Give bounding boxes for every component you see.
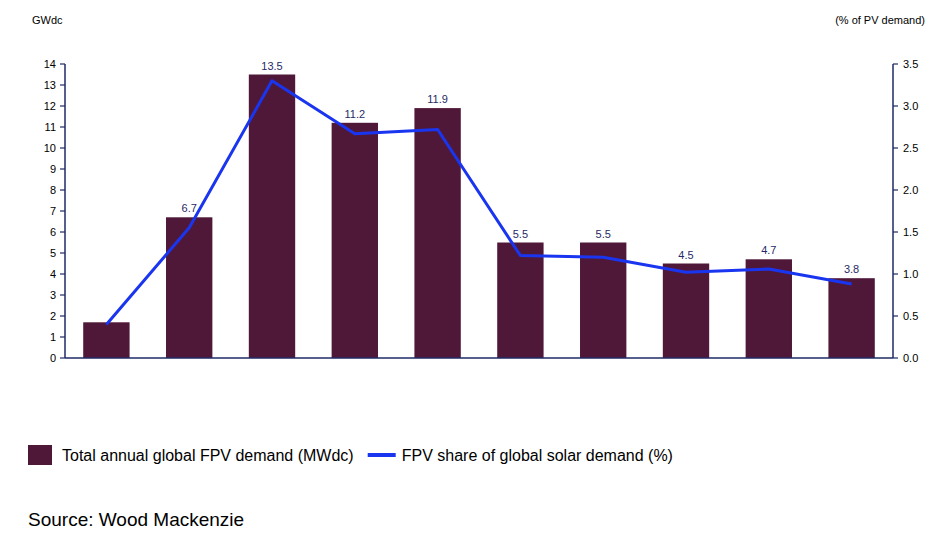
- y2-tick: [893, 315, 898, 316]
- legend-label: Total annual global FPV demand (MWdc): [62, 447, 354, 464]
- bar: [746, 259, 792, 358]
- legend-swatch: [28, 445, 52, 465]
- y-tick-label: 3: [50, 289, 56, 301]
- y2-tick-label: 2.0: [903, 184, 918, 196]
- y-tick-label: 8: [50, 184, 56, 196]
- y-tick: [60, 336, 65, 337]
- y-tick-label: 9: [50, 163, 56, 175]
- chart: GWdc(% of PV demand)6.713.511.211.95.55.…: [0, 0, 934, 544]
- data-label: 3.8: [844, 263, 859, 275]
- legend-label: FPV share of global solar demand (%): [402, 447, 673, 464]
- source: Source: Wood Mackenzie: [28, 509, 244, 530]
- y-tick: [60, 105, 65, 106]
- y-tick: [60, 315, 65, 316]
- bar: [414, 108, 460, 358]
- bar: [663, 264, 709, 359]
- y-tick: [60, 189, 65, 190]
- bar: [497, 243, 543, 359]
- y2-tick: [893, 63, 898, 64]
- y2-tick: [893, 231, 898, 232]
- plot-area: [83, 75, 875, 359]
- data-label: 5.5: [513, 228, 528, 240]
- y-tick-label: 14: [44, 58, 56, 70]
- y2-axis-line: [892, 64, 894, 358]
- y-tick: [60, 294, 65, 295]
- y-tick-label: 2: [50, 310, 56, 322]
- y-tick: [60, 210, 65, 211]
- y-tick: [60, 357, 65, 358]
- data-label: 11.2: [345, 108, 366, 120]
- line: [106, 81, 851, 325]
- y2-tick-label: 3.5: [903, 58, 918, 70]
- y-tick-label: 1: [50, 331, 56, 343]
- bar: [83, 322, 129, 358]
- legend-swatch: [368, 453, 396, 457]
- y-tick-label: 5: [50, 247, 56, 259]
- y-tick: [60, 273, 65, 274]
- bar: [828, 278, 874, 358]
- y2-axis-label: (% of PV demand): [835, 14, 925, 26]
- y-tick: [60, 63, 65, 64]
- y-tick: [60, 231, 65, 232]
- y-tick-label: 0: [50, 352, 56, 364]
- y-tick-label: 13: [44, 79, 56, 91]
- y-tick: [60, 168, 65, 169]
- y-tick: [60, 147, 65, 148]
- y2-tick-label: 0.0: [903, 352, 918, 364]
- y-tick-label: 12: [44, 100, 56, 112]
- y-tick-label: 6: [50, 226, 56, 238]
- y2-tick-label: 3.0: [903, 100, 918, 112]
- legend: Total annual global FPV demand (MWdc) FPV…: [28, 445, 673, 465]
- data-label: 11.9: [427, 93, 448, 105]
- y2-tick-label: 1.5: [903, 226, 918, 238]
- data-labels: 6.7 13.5 11.2 11.9 5.5 5.5 4.5 4.7 3.8: [182, 60, 860, 276]
- y-tick-label: 4: [50, 268, 56, 280]
- y-tick: [60, 252, 65, 253]
- y-tick-label: 10: [44, 142, 56, 154]
- bar: [332, 123, 378, 358]
- y2-tick-label: 2.5: [903, 142, 918, 154]
- data-label: 4.5: [678, 249, 693, 261]
- y-tick-label: 11: [45, 121, 56, 133]
- data-label: 4.7: [761, 244, 776, 256]
- y2-tick: [893, 189, 898, 190]
- y2-tick: [893, 357, 898, 358]
- y-tick: [60, 126, 65, 127]
- y2-tick: [893, 105, 898, 106]
- y-axis-label: GWdc: [32, 14, 63, 26]
- bar: [249, 75, 295, 359]
- bar: [166, 217, 212, 358]
- y2-tick: [893, 147, 898, 148]
- data-label: 13.5: [261, 60, 282, 72]
- y-tick: [60, 84, 65, 85]
- x-axis-line: [65, 357, 893, 359]
- y2-tick: [893, 273, 898, 274]
- data-label: 5.5: [596, 228, 611, 240]
- y2-tick-label: 1.0: [903, 268, 918, 280]
- data-label: 6.7: [182, 202, 197, 214]
- y2-tick-label: 0.5: [903, 310, 918, 322]
- y-tick-label: 7: [50, 205, 56, 217]
